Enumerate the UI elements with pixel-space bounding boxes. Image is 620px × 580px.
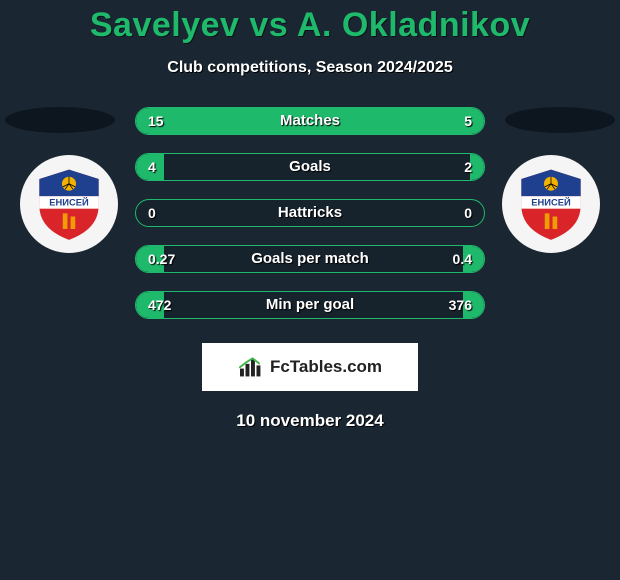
stat-row: 472376Min per goal xyxy=(135,291,485,319)
stat-row: 42Goals xyxy=(135,153,485,181)
club-crest-right-icon: ЕНИСЕЙ xyxy=(512,165,590,243)
stat-row: 0.270.4Goals per match xyxy=(135,245,485,273)
subtitle: Club competitions, Season 2024/2025 xyxy=(0,59,620,77)
date-label: 10 november 2024 xyxy=(0,411,620,431)
stat-bars: 155Matches 42Goals 00Hattricks 0.270.4Goals… xyxy=(135,107,485,319)
stat-label: Matches xyxy=(136,108,484,134)
page-title: Savelyev vs A. Okladnikov xyxy=(0,6,620,45)
shadow-ellipse-left xyxy=(5,107,115,133)
shadow-ellipse-right xyxy=(505,107,615,133)
comparison-card: Savelyev vs A. Okladnikov Club competiti… xyxy=(0,0,620,431)
stat-row: 155Matches xyxy=(135,107,485,135)
stat-row: 00Hattricks xyxy=(135,199,485,227)
svg-text:ЕНИСЕЙ: ЕНИСЕЙ xyxy=(531,197,571,208)
stat-label: Goals per match xyxy=(136,246,484,272)
stat-label: Hattricks xyxy=(136,200,484,226)
brand-box: FcTables.com xyxy=(202,343,418,391)
svg-text:ЕНИСЕЙ: ЕНИСЕЙ xyxy=(49,197,89,208)
stat-label: Goals xyxy=(136,154,484,180)
main-area: ЕНИСЕЙ ЕНИСЕЙ 155Matches 42Goals 00Hattric… xyxy=(0,107,620,431)
bar-chart-icon xyxy=(238,356,264,378)
brand-text: FcTables.com xyxy=(270,357,382,377)
stat-label: Min per goal xyxy=(136,292,484,318)
club-crest-left-icon: ЕНИСЕЙ xyxy=(30,165,108,243)
player-logo-left: ЕНИСЕЙ xyxy=(20,155,118,253)
player-logo-right: ЕНИСЕЙ xyxy=(502,155,600,253)
